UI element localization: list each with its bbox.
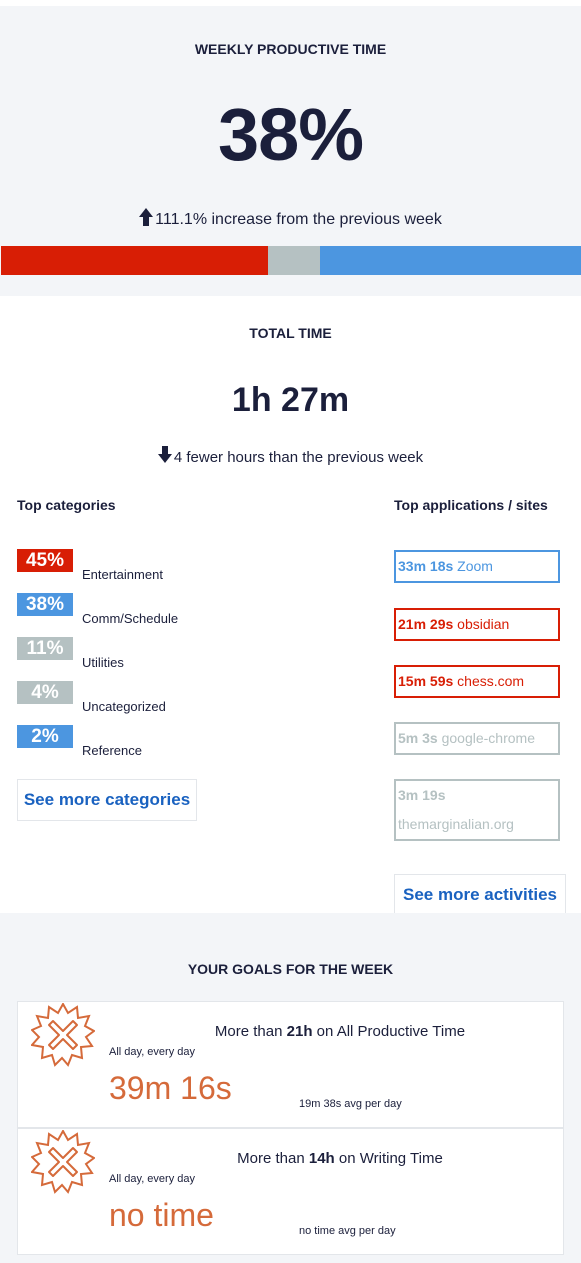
- arrow-down-icon: [157, 446, 172, 464]
- category-percent-badge: 45%: [17, 549, 73, 572]
- top-categories-heading: Top categories: [17, 497, 116, 513]
- application-name: Zoom: [457, 558, 493, 574]
- total-time-value: 1h 27m: [231, 381, 350, 419]
- total-change-text: 4 fewer hours than the previous week: [173, 449, 424, 466]
- application-item[interactable]: 3m 19s themarginalian.org: [394, 779, 560, 841]
- see-more-categories-button[interactable]: See more categories: [17, 779, 197, 821]
- failed-goal-icon: [31, 1130, 95, 1194]
- goal-card[interactable]: More than 14h on Writing Time All day, e…: [17, 1128, 564, 1255]
- category-item: 4%: [17, 681, 73, 704]
- weekly-productive-title: WEEKLY PRODUCTIVE TIME: [194, 41, 387, 57]
- application-time: 3m 19s: [398, 787, 446, 803]
- bar-segment-productive: [319, 246, 581, 275]
- failed-goal-icon: [31, 1003, 95, 1067]
- application-item[interactable]: 15m 59s chess.com: [394, 665, 560, 698]
- category-item: 45%: [17, 549, 73, 572]
- goal-avg: no time avg per day: [299, 1225, 396, 1237]
- application-name: themarginalian.org: [398, 816, 514, 832]
- top-applications-heading: Top applications / sites: [394, 497, 548, 513]
- goal-avg: 19m 38s avg per day: [299, 1098, 402, 1110]
- category-label: Comm/Schedule: [82, 611, 179, 626]
- arrow-up-icon: [139, 208, 154, 226]
- weekly-productive-percent: 38%: [217, 93, 364, 176]
- weekly-change: 111.1% increase from the previous week: [0, 208, 581, 229]
- category-percent-badge: 11%: [17, 637, 73, 660]
- goal-value: 39m 16s: [109, 1070, 232, 1106]
- application-name: google-chrome: [441, 730, 535, 746]
- category-label: Uncategorized: [82, 699, 166, 714]
- goal-schedule: All day, every day: [109, 1046, 196, 1058]
- category-item: 11%: [17, 637, 73, 660]
- total-time-title: TOTAL TIME: [249, 325, 332, 341]
- goals-heading: YOUR GOALS FOR THE WEEK: [187, 961, 394, 977]
- goal-title: More than 21h on All Productive Time: [214, 1023, 466, 1040]
- bar-segment-unproductive: [1, 246, 268, 275]
- category-item: 38%: [17, 593, 73, 616]
- category-percent-badge: 4%: [17, 681, 73, 704]
- goal-card[interactable]: More than 21h on All Productive Time All…: [17, 1001, 564, 1128]
- goal-schedule: All day, every day: [109, 1173, 196, 1185]
- bar-segment-neutral: [267, 246, 320, 275]
- see-more-activities-button[interactable]: See more activities: [394, 874, 566, 916]
- application-item[interactable]: 5m 3s google-chrome: [394, 722, 560, 755]
- category-percent-badge: 38%: [17, 593, 73, 616]
- category-label: Entertainment: [82, 567, 163, 582]
- goal-value: no time: [109, 1197, 214, 1233]
- application-name: obsidian: [457, 616, 510, 632]
- goal-amount: 21h: [286, 1023, 313, 1040]
- application-name: chess.com: [457, 673, 525, 689]
- category-label: Reference: [82, 743, 142, 758]
- goal-amount: 14h: [308, 1150, 335, 1167]
- goal-title: More than 14h on Writing Time: [237, 1150, 443, 1167]
- application-time: 33m 18s: [398, 558, 454, 574]
- application-item[interactable]: 21m 29s obsidian: [394, 608, 560, 641]
- application-time: 21m 29s: [398, 616, 454, 632]
- category-label: Utilities: [82, 655, 124, 670]
- application-time: 15m 59s: [398, 673, 454, 689]
- application-item[interactable]: 33m 18s Zoom: [394, 550, 560, 583]
- productivity-bar: [1, 246, 581, 275]
- total-change: 4 fewer hours than the previous week: [0, 446, 581, 466]
- category-percent-badge: 2%: [17, 725, 73, 748]
- application-time: 5m 3s: [398, 730, 438, 746]
- category-item: 2%: [17, 725, 73, 748]
- weekly-change-text: 111.1% increase from the previous week: [155, 211, 442, 228]
